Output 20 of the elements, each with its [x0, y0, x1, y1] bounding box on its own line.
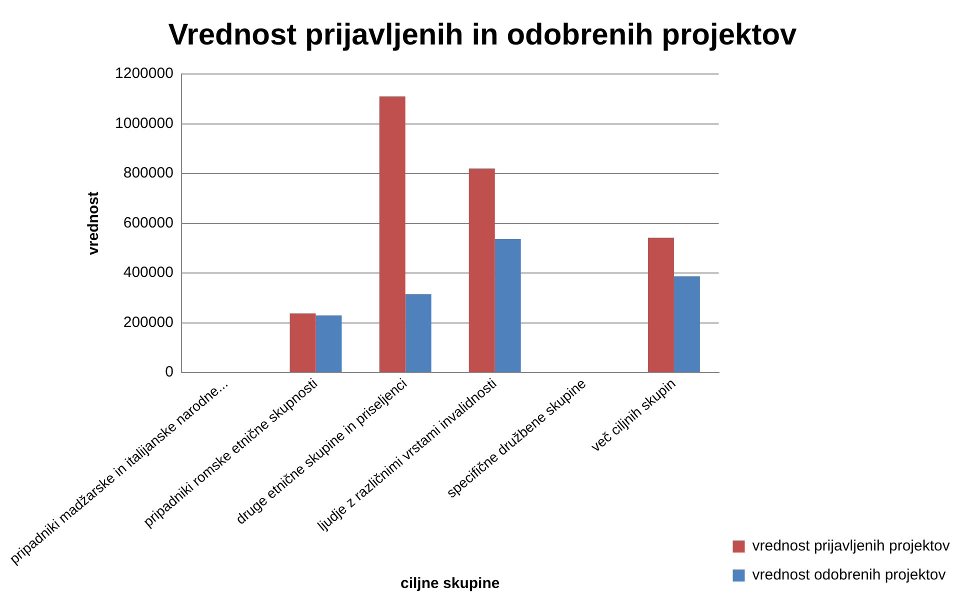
bar — [290, 313, 316, 372]
y-tick-label: 200000 — [123, 314, 174, 331]
bar — [379, 96, 406, 372]
y-tick-label: 800000 — [123, 164, 174, 182]
bar — [405, 294, 432, 372]
y-axis-title: vrednost — [85, 192, 102, 255]
bar — [674, 276, 700, 372]
bar — [468, 168, 495, 372]
bar — [494, 238, 521, 372]
bar — [316, 315, 342, 372]
legend-label: vrednost prijavljenih projektov — [752, 538, 950, 555]
x-axis-title: ciljne skupine — [400, 575, 500, 592]
y-tick-label: 1200000 — [115, 65, 174, 82]
chart-title: Vrednost prijavljenih in odobrenih projektov — [168, 18, 798, 52]
y-tick-label: 400000 — [123, 264, 174, 282]
bar — [648, 238, 674, 372]
y-tick-label: 1000000 — [115, 114, 174, 132]
legend-label: vrednost odobrenih projektov — [752, 566, 946, 584]
y-tick-label: 0 — [165, 364, 174, 381]
y-tick-label: 600000 — [123, 214, 174, 232]
